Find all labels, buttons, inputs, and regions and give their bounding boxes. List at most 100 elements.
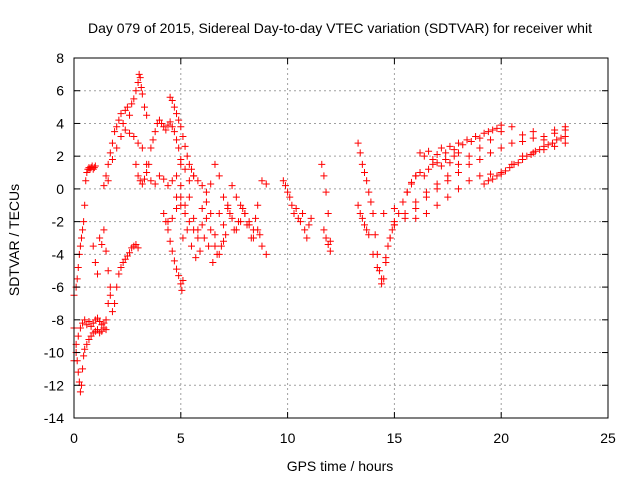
data-point (207, 226, 215, 234)
data-point (249, 226, 257, 234)
series-3 (89, 226, 142, 316)
data-point (380, 209, 388, 217)
data-point (412, 214, 420, 222)
data-point (288, 201, 296, 209)
data-point (173, 110, 181, 118)
data-point (454, 169, 462, 177)
data-point (76, 242, 84, 250)
data-point (91, 259, 99, 267)
data-point (425, 165, 433, 173)
data-point (130, 95, 138, 103)
data-point (360, 221, 368, 229)
data-point (416, 149, 424, 157)
data-point (531, 147, 539, 155)
data-point (442, 155, 450, 163)
data-point (140, 175, 148, 183)
data-point (100, 226, 108, 234)
data-point (371, 231, 379, 239)
data-point (433, 151, 441, 159)
data-point (382, 254, 390, 262)
data-point (164, 218, 172, 226)
data-point (102, 172, 110, 180)
data-point (108, 308, 116, 316)
data-point (185, 218, 193, 226)
data-point (117, 263, 125, 271)
y-tick-label: -6 (52, 279, 65, 295)
data-point (85, 317, 93, 325)
data-point (226, 209, 234, 217)
data-point (258, 177, 266, 185)
data-point (506, 164, 514, 172)
data-point (489, 126, 497, 134)
series-12 (179, 205, 264, 267)
data-point (472, 133, 480, 141)
data-point (420, 152, 428, 160)
data-point (279, 177, 287, 185)
data-point (390, 205, 398, 213)
data-point (358, 214, 366, 222)
data-point (356, 209, 364, 217)
data-point (211, 242, 219, 250)
series-9 (160, 193, 228, 258)
data-point (497, 170, 505, 178)
series-0 (70, 162, 99, 299)
data-point (444, 177, 452, 185)
data-point (181, 209, 189, 217)
data-point (403, 188, 411, 196)
data-point (198, 221, 206, 229)
data-point (356, 149, 364, 157)
data-point (363, 226, 371, 234)
y-tick-label: -2 (52, 214, 65, 230)
data-point (519, 131, 527, 139)
data-point (514, 159, 522, 167)
data-point (192, 254, 200, 262)
data-point (74, 368, 82, 376)
data-point (213, 250, 221, 258)
data-point (179, 133, 187, 141)
data-point (81, 345, 89, 353)
data-point (168, 214, 176, 222)
data-point (177, 123, 185, 131)
data-point (100, 182, 108, 190)
data-point (399, 198, 407, 206)
data-point (465, 152, 473, 160)
grid-lines (74, 58, 608, 418)
data-point (185, 160, 193, 168)
y-tick-label: 8 (56, 50, 64, 66)
x-tick-label: 20 (493, 430, 509, 446)
x-tick-label: 15 (387, 430, 403, 446)
data-point (484, 177, 492, 185)
data-point (527, 151, 535, 159)
data-point (147, 144, 155, 152)
data-point (493, 172, 501, 180)
x-tick-label: 0 (70, 430, 78, 446)
data-point (173, 205, 181, 213)
data-point (222, 231, 230, 239)
data-point (215, 172, 223, 180)
data-point (106, 283, 114, 291)
data-point (322, 188, 330, 196)
data-point (170, 128, 178, 136)
data-point (179, 234, 187, 242)
data-point (198, 182, 206, 190)
data-point (134, 139, 142, 147)
data-point (151, 128, 159, 136)
data-point (111, 299, 119, 307)
data-point (476, 134, 484, 142)
data-point (115, 270, 123, 278)
data-point (96, 234, 104, 242)
data-point (454, 160, 462, 168)
data-point (247, 234, 255, 242)
series-4 (100, 70, 151, 190)
data-point (211, 231, 219, 239)
data-point (168, 247, 176, 255)
data-point (138, 144, 146, 152)
data-point (178, 286, 186, 294)
data-point (126, 249, 134, 257)
data-point (113, 283, 121, 291)
data-point (117, 133, 125, 141)
data-point (217, 242, 225, 250)
data-point (196, 247, 204, 255)
data-point (155, 172, 163, 180)
data-point (181, 165, 189, 173)
